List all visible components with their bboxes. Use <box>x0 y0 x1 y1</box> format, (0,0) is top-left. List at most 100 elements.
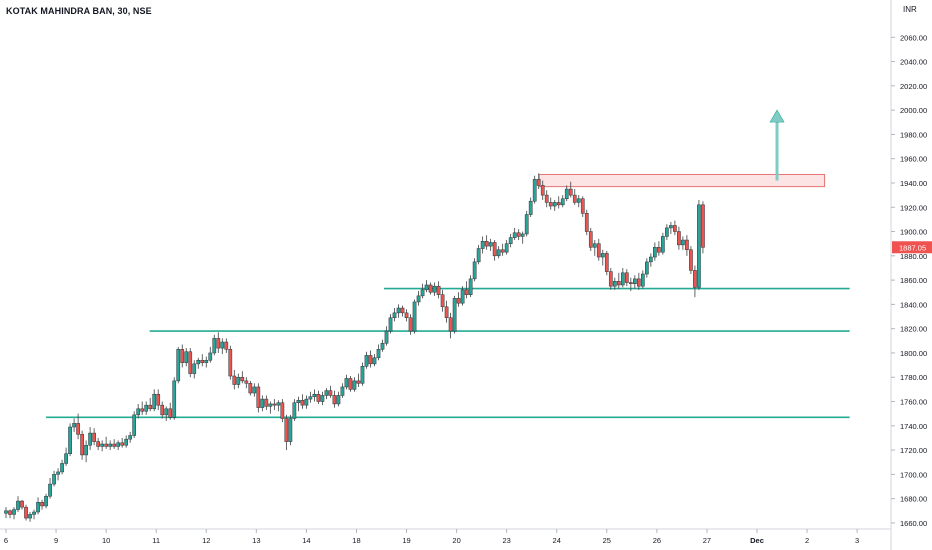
candle-up <box>412 301 417 332</box>
candle-down <box>92 432 96 442</box>
last-price-label: 1887.05 <box>899 243 926 252</box>
candle-up <box>532 179 537 202</box>
candle-down <box>616 281 621 286</box>
candle-down <box>148 404 153 410</box>
time-tick-label: 24 <box>553 536 561 545</box>
candle-up <box>304 398 309 406</box>
candle-up <box>68 426 72 454</box>
time-tick-label: 23 <box>502 536 510 545</box>
candle-down <box>492 242 497 257</box>
time-tick-label: 19 <box>402 536 410 545</box>
candle-up <box>84 444 88 456</box>
candle-up <box>320 395 325 402</box>
candle-up <box>88 432 92 446</box>
candle-down <box>40 502 44 507</box>
candle-up <box>697 204 701 288</box>
resistance-zone[interactable] <box>538 173 826 188</box>
time-axis[interactable]: 6 9 10 11 12 13 14 18 19 20 23 24 25 26 27 Dec 2 3 <box>4 529 859 545</box>
time-tick-label: 13 <box>252 536 260 545</box>
candle-up <box>208 352 213 361</box>
candle-up <box>476 248 481 263</box>
candle-up <box>184 351 189 363</box>
candle-down <box>280 402 285 419</box>
candle-down <box>168 408 173 418</box>
candle-up <box>296 400 301 403</box>
candle-down <box>428 284 433 293</box>
candle-up <box>12 509 16 515</box>
candle-up <box>564 188 569 200</box>
last-price-badge <box>892 241 932 254</box>
candle-up <box>192 363 197 374</box>
candle-down <box>248 383 253 394</box>
symbol-title[interactable]: KOTAK MAHINDRA BAN, 30, NSE <box>6 6 152 16</box>
candle-up <box>472 261 477 280</box>
candle-down <box>140 408 145 412</box>
candle-up <box>136 408 141 416</box>
candle-up <box>576 198 581 203</box>
candle-up <box>288 418 293 442</box>
candle-down <box>284 418 289 442</box>
candle-up <box>632 278 637 284</box>
price-axis[interactable]: 1660.00 1680.00 1700.00 1720.00 1740.00 1760.… <box>891 33 927 528</box>
price-tick-label: 1880.00 <box>900 252 927 261</box>
candle-up <box>344 378 349 388</box>
price-tick-label: 1980.00 <box>900 130 927 139</box>
candle-down <box>608 271 613 287</box>
candle-up <box>376 349 381 359</box>
candle-down <box>408 317 413 332</box>
candle-up <box>524 214 529 235</box>
candle-down <box>224 341 229 350</box>
candle-up <box>649 256 653 263</box>
candle-up <box>60 463 64 473</box>
currency-label: INR <box>903 5 917 14</box>
time-tick-label: 25 <box>603 536 611 545</box>
candle-up <box>620 272 625 286</box>
candle-down <box>156 393 161 406</box>
candle-up <box>212 338 217 354</box>
time-tick-label: 2 <box>805 536 809 545</box>
candle-up <box>592 243 597 248</box>
candle-down <box>244 380 249 384</box>
candle-up <box>432 285 437 293</box>
candle-up <box>152 393 157 410</box>
candle-up <box>661 236 665 253</box>
candle-up <box>452 298 457 332</box>
candle-up <box>480 241 485 249</box>
candle-up <box>420 289 425 297</box>
candle-up <box>488 242 493 247</box>
breakout-arrow-head[interactable] <box>769 109 785 123</box>
candle-up <box>260 398 265 408</box>
candle-up <box>48 483 52 497</box>
candle-down <box>596 243 601 258</box>
candle-up <box>236 376 241 385</box>
candle-up <box>512 232 517 238</box>
candle-down <box>436 285 441 295</box>
candle-up <box>4 510 8 514</box>
candle-up <box>108 443 112 447</box>
price-tick-label: 1960.00 <box>900 155 927 164</box>
time-tick-label: 14 <box>302 536 310 545</box>
candle-up <box>64 453 68 464</box>
candle-up <box>276 402 281 406</box>
candle-down <box>657 247 661 253</box>
time-tick-label: Dec <box>750 536 764 545</box>
candle-up <box>380 342 385 350</box>
candle-down <box>673 225 677 232</box>
candle-up <box>600 253 605 258</box>
time-tick-label: 27 <box>703 536 711 545</box>
candle-up <box>16 500 20 510</box>
candle-up <box>508 237 513 244</box>
candle-down <box>500 249 505 253</box>
candle-up <box>292 402 297 419</box>
candle-down <box>444 306 449 318</box>
candle-down <box>548 202 553 207</box>
candle-up <box>312 393 317 397</box>
candle-down <box>440 294 445 308</box>
candle-up <box>44 495 48 507</box>
candle-down <box>256 386 261 408</box>
candle-down <box>636 278 641 287</box>
candle-down <box>580 198 585 214</box>
drawing-annotations[interactable] <box>46 109 850 419</box>
